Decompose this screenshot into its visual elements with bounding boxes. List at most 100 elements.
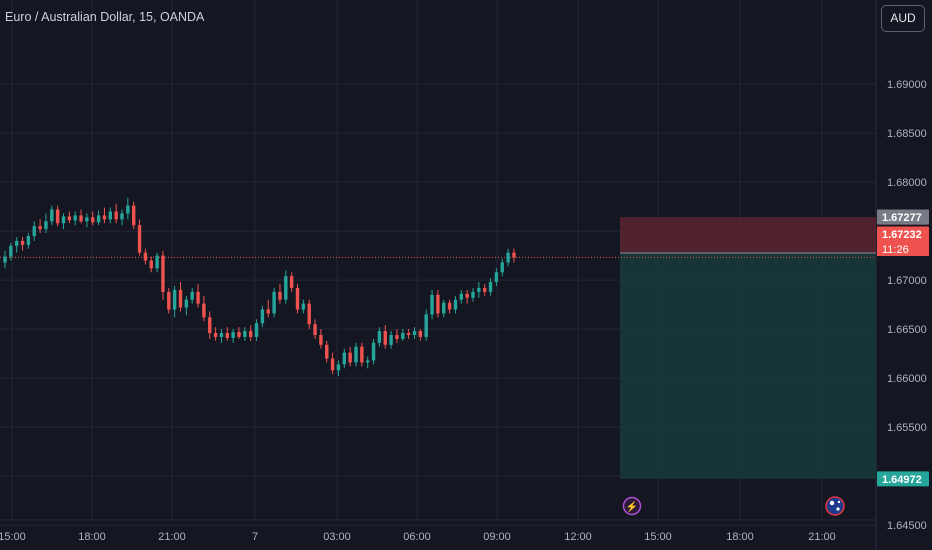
candle — [91, 211, 95, 226]
candle-body — [219, 333, 224, 337]
candle — [120, 209, 124, 226]
candle — [459, 289, 463, 304]
candle-body — [260, 309, 265, 324]
candle — [167, 287, 171, 314]
candle-body — [3, 256, 7, 263]
candle-body — [26, 236, 31, 245]
candle — [44, 213, 48, 234]
candle-body — [459, 293, 463, 300]
candle-body — [102, 215, 107, 220]
candle-body — [91, 217, 95, 223]
candle — [108, 207, 112, 224]
candle — [330, 352, 335, 375]
candle — [178, 282, 183, 312]
candle-body — [272, 291, 276, 314]
candle — [418, 329, 423, 341]
flag-icon-star — [837, 500, 841, 504]
candle — [61, 213, 66, 230]
candle — [172, 285, 177, 318]
candle — [389, 331, 393, 349]
candle-body — [360, 346, 364, 363]
candle-body — [453, 299, 458, 310]
lightning-icon-ring — [622, 496, 642, 516]
flag-icon-star — [836, 507, 840, 511]
candle — [307, 299, 311, 330]
candle-body — [330, 358, 335, 371]
candle — [401, 329, 405, 341]
x-tick-label: 15:00 — [0, 531, 26, 543]
candle-body — [73, 215, 77, 221]
candle-body — [319, 334, 323, 345]
candle-body — [325, 344, 329, 359]
candle — [488, 278, 493, 296]
candle-body — [137, 225, 142, 253]
candle-body — [55, 209, 60, 224]
candle-body — [149, 260, 153, 269]
x-tick-label: 21:00 — [808, 531, 836, 543]
candle-body — [289, 276, 294, 288]
candle — [243, 327, 247, 341]
candle-body — [114, 211, 118, 220]
countdown-text: 11:26 — [882, 244, 909, 256]
candle — [278, 284, 282, 304]
candle — [424, 309, 428, 341]
candle — [266, 299, 270, 318]
candle-body — [120, 213, 124, 220]
candle — [50, 205, 54, 226]
candle — [196, 284, 200, 308]
candle-body — [254, 323, 259, 337]
x-tick-label: 09:00 — [483, 531, 511, 543]
candle-body — [377, 331, 382, 343]
y-tick-label: 1.68500 — [887, 128, 927, 140]
candle — [231, 329, 235, 343]
australia-flag-icon[interactable] — [825, 496, 845, 516]
candle — [219, 329, 224, 343]
candle — [412, 327, 417, 339]
candle — [430, 289, 434, 320]
candle — [500, 258, 504, 277]
candle-body — [167, 291, 171, 310]
candle — [202, 295, 206, 322]
candle — [313, 319, 317, 339]
y-tick-label: 1.65500 — [887, 422, 927, 434]
candle — [289, 272, 294, 292]
candle — [32, 221, 36, 241]
candle — [79, 209, 83, 224]
candle — [506, 248, 510, 267]
candle-body — [126, 205, 130, 214]
candle — [471, 287, 475, 302]
candle — [494, 268, 499, 286]
candle — [26, 233, 31, 249]
x-tick-label: 06:00 — [403, 531, 431, 543]
countdown-label — [877, 241, 929, 256]
candle-body — [79, 215, 83, 222]
candle-body — [301, 303, 306, 310]
lightning-icon[interactable]: ⚡ — [622, 496, 642, 516]
candle — [272, 287, 276, 318]
x-tick-label: 18:00 — [78, 531, 106, 543]
candle — [184, 295, 189, 316]
candle — [465, 289, 469, 304]
candle-body — [184, 299, 189, 308]
candle — [325, 340, 329, 363]
candle-body — [143, 252, 148, 261]
candle — [213, 327, 218, 341]
candle-body — [266, 309, 270, 314]
candle — [161, 250, 165, 300]
candle — [483, 284, 487, 296]
candle — [360, 342, 364, 367]
candle-body — [371, 342, 376, 361]
candle-body — [231, 332, 235, 338]
currency-button[interactable]: AUD — [881, 5, 925, 32]
candle-body — [225, 333, 229, 338]
candle — [301, 299, 306, 314]
flag-icon-star — [829, 500, 835, 506]
candle — [512, 248, 516, 263]
candle — [447, 299, 452, 314]
candle — [348, 346, 352, 367]
candle — [371, 338, 376, 365]
candle — [126, 197, 130, 220]
candle — [453, 295, 458, 314]
price-label-last — [877, 226, 929, 242]
